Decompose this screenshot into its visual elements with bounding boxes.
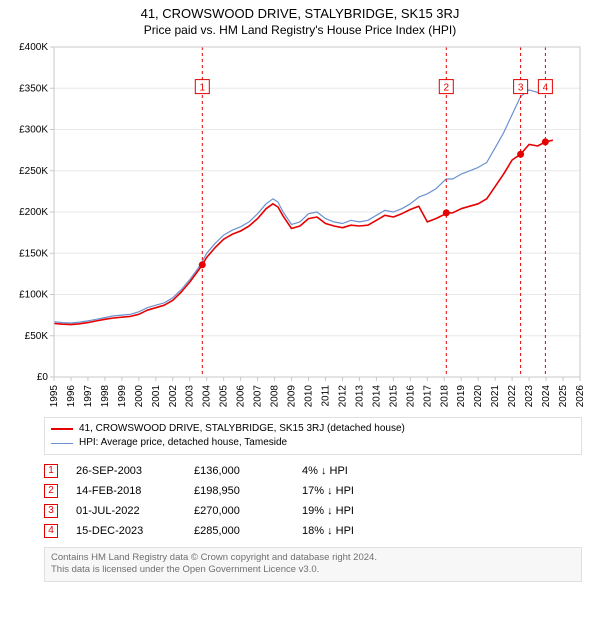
svg-text:2012: 2012 xyxy=(337,385,348,408)
svg-text:2004: 2004 xyxy=(202,385,213,408)
svg-text:£50K: £50K xyxy=(25,331,49,342)
svg-text:£400K: £400K xyxy=(19,42,48,53)
sale-price: £270,000 xyxy=(194,505,284,517)
svg-text:2013: 2013 xyxy=(354,385,365,408)
legend-item: 41, CROWSWOOD DRIVE, STALYBRIDGE, SK15 3… xyxy=(51,422,575,436)
svg-text:£200K: £200K xyxy=(19,207,48,218)
legend: 41, CROWSWOOD DRIVE, STALYBRIDGE, SK15 3… xyxy=(44,417,582,455)
svg-text:2023: 2023 xyxy=(524,385,535,408)
legend-label: HPI: Average price, detached house, Tame… xyxy=(79,436,287,450)
svg-text:2021: 2021 xyxy=(490,385,501,408)
page-title: 41, CROWSWOOD DRIVE, STALYBRIDGE, SK15 3… xyxy=(10,6,590,21)
svg-text:2014: 2014 xyxy=(371,385,382,408)
sale-hpi-diff: 4% ↓ HPI xyxy=(302,465,412,477)
sale-hpi-diff: 18% ↓ HPI xyxy=(302,525,412,537)
svg-text:2019: 2019 xyxy=(456,385,467,408)
svg-text:£0: £0 xyxy=(37,372,49,383)
sale-price: £136,000 xyxy=(194,465,284,477)
legend-swatch xyxy=(51,428,73,430)
sale-marker-icon: 1 xyxy=(44,464,58,478)
svg-text:1996: 1996 xyxy=(66,385,77,408)
sale-marker-icon: 3 xyxy=(44,504,58,518)
sale-marker-icon: 2 xyxy=(44,484,58,498)
sale-price: £198,950 xyxy=(194,485,284,497)
attribution-footer: Contains HM Land Registry data © Crown c… xyxy=(44,547,582,582)
legend-item: HPI: Average price, detached house, Tame… xyxy=(51,436,575,450)
sale-row: 1 26-SEP-2003 £136,000 4% ↓ HPI xyxy=(44,461,582,481)
sale-date: 26-SEP-2003 xyxy=(76,465,176,477)
svg-text:2001: 2001 xyxy=(151,385,162,408)
sale-row: 3 01-JUL-2022 £270,000 19% ↓ HPI xyxy=(44,501,582,521)
svg-text:2006: 2006 xyxy=(236,385,247,408)
sale-row: 4 15-DEC-2023 £285,000 18% ↓ HPI xyxy=(44,521,582,541)
legend-swatch xyxy=(51,443,73,444)
svg-text:2: 2 xyxy=(444,83,450,94)
svg-text:1998: 1998 xyxy=(100,385,111,408)
sale-date: 14-FEB-2018 xyxy=(76,485,176,497)
svg-text:1997: 1997 xyxy=(83,385,94,408)
sale-marker-icon: 4 xyxy=(44,524,58,538)
svg-text:2011: 2011 xyxy=(320,385,331,407)
svg-text:2016: 2016 xyxy=(405,385,416,408)
svg-text:2015: 2015 xyxy=(388,385,399,408)
price-chart: £0 £50K £100K £150K £200K £250K £300K £350K £400… xyxy=(10,41,590,411)
svg-text:3: 3 xyxy=(518,83,524,94)
svg-text:2025: 2025 xyxy=(558,385,569,408)
svg-text:2020: 2020 xyxy=(473,385,484,408)
page-subtitle: Price paid vs. HM Land Registry's House … xyxy=(10,23,590,37)
svg-text:£300K: £300K xyxy=(19,125,48,136)
sales-table: 1 26-SEP-2003 £136,000 4% ↓ HPI 2 14-FEB-2018… xyxy=(44,461,582,541)
svg-text:£150K: £150K xyxy=(19,248,48,259)
footer-line: Contains HM Land Registry data © Crown c… xyxy=(51,552,575,564)
svg-text:£250K: £250K xyxy=(19,166,48,177)
svg-text:2017: 2017 xyxy=(422,385,433,408)
svg-text:2022: 2022 xyxy=(507,385,518,408)
svg-text:2024: 2024 xyxy=(541,385,552,408)
svg-text:2002: 2002 xyxy=(168,385,179,408)
svg-text:2003: 2003 xyxy=(185,385,196,408)
svg-text:2026: 2026 xyxy=(575,385,586,408)
svg-text:2018: 2018 xyxy=(439,385,450,408)
svg-text:£100K: £100K xyxy=(19,290,48,301)
svg-text:1999: 1999 xyxy=(117,385,128,408)
legend-label: 41, CROWSWOOD DRIVE, STALYBRIDGE, SK15 3… xyxy=(79,422,405,436)
svg-text:2005: 2005 xyxy=(219,385,230,408)
svg-text:2008: 2008 xyxy=(270,385,281,408)
svg-text:2010: 2010 xyxy=(304,385,315,408)
footer-line: This data is licensed under the Open Gov… xyxy=(51,564,575,576)
svg-text:2007: 2007 xyxy=(253,385,264,408)
sale-date: 15-DEC-2023 xyxy=(76,525,176,537)
sale-hpi-diff: 17% ↓ HPI xyxy=(302,485,412,497)
sale-hpi-diff: 19% ↓ HPI xyxy=(302,505,412,517)
svg-text:1995: 1995 xyxy=(49,385,60,408)
sale-date: 01-JUL-2022 xyxy=(76,505,176,517)
svg-text:1: 1 xyxy=(200,83,206,94)
sale-row: 2 14-FEB-2018 £198,950 17% ↓ HPI xyxy=(44,481,582,501)
sale-price: £285,000 xyxy=(194,525,284,537)
svg-text:2000: 2000 xyxy=(134,385,145,408)
svg-text:2009: 2009 xyxy=(287,385,298,408)
svg-text:4: 4 xyxy=(543,83,549,94)
svg-text:£350K: £350K xyxy=(19,83,48,94)
